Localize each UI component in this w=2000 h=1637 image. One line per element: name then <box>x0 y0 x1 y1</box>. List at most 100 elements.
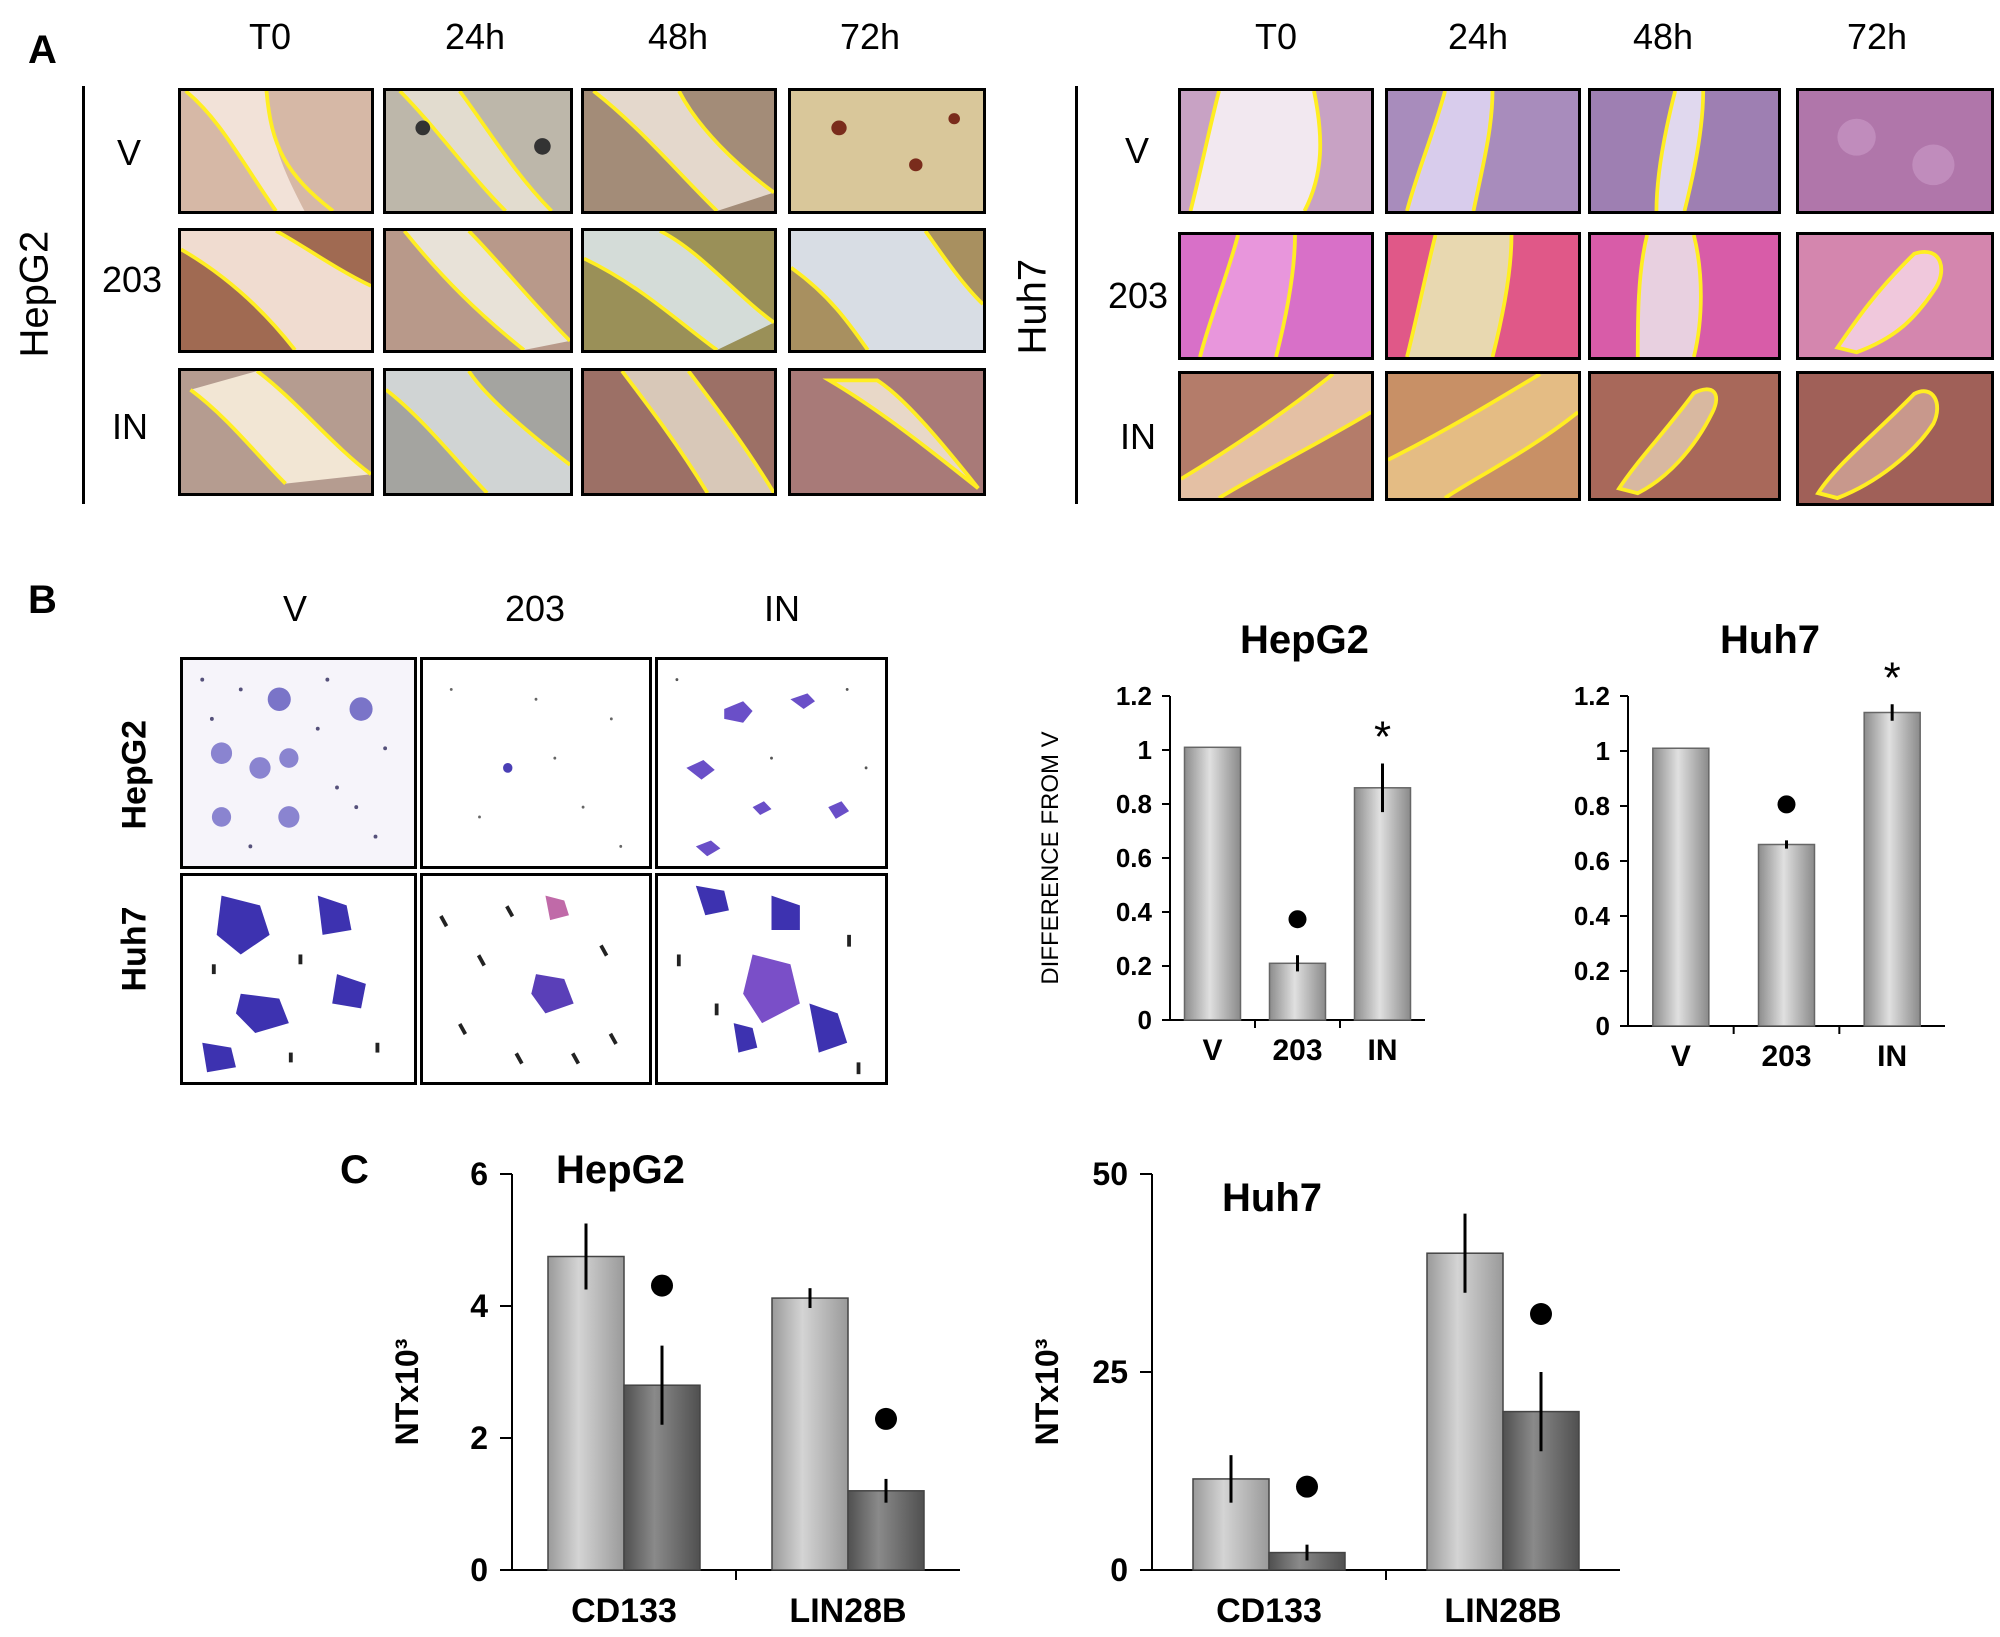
y-tick-label: 0.2 <box>1574 956 1610 986</box>
y-tick-label: 25 <box>1092 1354 1128 1390</box>
panel-a-hepg2-time-24h: 24h <box>444 16 506 57</box>
huh7-v-24h-image <box>1385 88 1581 214</box>
panel-a-hepg2-divider <box>82 86 85 504</box>
y-tick-label: 50 <box>1092 1156 1128 1192</box>
y-tick-label: 1.2 <box>1574 681 1610 711</box>
y-tick-label: 0 <box>1596 1011 1610 1041</box>
chart-c-hepg2: NTx10³ 0 2 4 6 CD133 LIN28B <box>389 1156 960 1630</box>
y-tick-label: 0.6 <box>1116 843 1152 873</box>
chart-b-huh7: 0 0.2 0.4 0.6 0.8 1 1.2 V 203 IN * <box>1574 653 1945 1073</box>
significance-star: * <box>1884 653 1901 702</box>
y-tick-label: 1 <box>1596 736 1610 766</box>
hepg2-in-72h-image <box>788 368 986 496</box>
y-tick-label: 0 <box>1110 1552 1128 1588</box>
x-tick-label: IN <box>1877 1040 1907 1073</box>
chart-c-hepg2-title: HepG2 <box>556 1148 685 1192</box>
panel-b-letter: B <box>28 578 57 622</box>
significance-dot <box>1530 1303 1552 1325</box>
y-tick-label: 0 <box>1138 1005 1152 1035</box>
chart-c-huh7-title: Huh7 <box>1222 1176 1322 1220</box>
hepg2-v-72h-image <box>788 88 986 214</box>
hepg2-203-24h-image <box>383 228 573 353</box>
y-tick-label: 1.2 <box>1116 681 1152 711</box>
panel-a-huh7-row-v: V <box>1125 130 1150 171</box>
x-tick-label: V <box>1671 1040 1691 1073</box>
significance-dot <box>651 1274 673 1297</box>
panel-a-huh7-row-in: IN <box>1120 416 1156 457</box>
x-tick-label: LIN28B <box>1444 1592 1561 1630</box>
x-tick-label: LIN28B <box>789 1592 906 1630</box>
chart-ylabel: NTx10³ <box>1029 1339 1065 1446</box>
x-tick-label: CD133 <box>1216 1592 1322 1630</box>
y-tick-label: 0.4 <box>1574 901 1611 931</box>
bar-series-2 <box>847 1490 925 1571</box>
hepg2-v-transwell-image <box>180 657 417 869</box>
bar-series-1 <box>771 1297 849 1571</box>
huh7-in-24h-image <box>1385 371 1581 501</box>
significance-dot <box>875 1407 897 1430</box>
panel-a-hepg2-row-in: IN <box>112 406 148 447</box>
panel-b-col-203: 203 <box>504 588 566 629</box>
huh7-v-t0-image <box>1178 88 1374 214</box>
panel-a-hepg2-label: HepG2 <box>12 230 57 358</box>
hepg2-203-48h-image <box>581 228 777 353</box>
panel-b-col-in: IN <box>764 588 800 629</box>
huh7-in-72h-image <box>1796 371 1994 506</box>
huh7-v-72h-image <box>1796 88 1994 214</box>
y-tick-label: 0.8 <box>1574 791 1610 821</box>
chart-c-huh7: NTx10³ 0 25 50 CD133 LIN28B <box>1029 1156 1620 1630</box>
y-tick-label: 0.2 <box>1116 951 1152 981</box>
hepg2-v-48h-image <box>581 88 777 214</box>
chart-ylabel: NTx10³ <box>389 1339 425 1446</box>
panel-a-huh7-row-203: 203 <box>1108 275 1169 316</box>
significance-dot <box>1296 1475 1318 1498</box>
x-tick-label: 203 <box>1761 1040 1811 1073</box>
huh7-203-24h-image <box>1385 232 1581 360</box>
chart-b-hepg2-title: HepG2 <box>1240 618 1369 662</box>
significance-star: * <box>1374 713 1391 762</box>
x-tick-label: CD133 <box>571 1592 677 1630</box>
y-tick-label: 0 <box>470 1552 488 1588</box>
y-tick-label: 0.4 <box>1116 897 1153 927</box>
chart-b-huh7-title: Huh7 <box>1720 618 1820 662</box>
significance-dot <box>1777 795 1796 814</box>
bar <box>1353 787 1412 1021</box>
bar-series-1 <box>1426 1252 1504 1571</box>
panel-a-hepg2-time-48h: 48h <box>647 16 709 57</box>
hepg2-in-48h-image <box>581 368 777 496</box>
huh7-v-transwell-image <box>180 873 417 1085</box>
huh7-203-t0-image <box>1178 232 1374 360</box>
y-tick-label: 0.8 <box>1116 789 1152 819</box>
hepg2-203-t0-image <box>178 228 374 353</box>
huh7-203-transwell-image <box>420 873 652 1085</box>
y-tick-label: 0.6 <box>1574 846 1610 876</box>
panel-b-huh7-label: Huh7 <box>115 906 154 992</box>
bar <box>1863 711 1921 1027</box>
panel-a-huh7-time-t0: T0 <box>1254 16 1298 57</box>
y-tick-label: 6 <box>470 1156 488 1192</box>
panel-a-hepg2-time-72h: 72h <box>839 16 901 57</box>
huh7-in-transwell-image <box>655 873 888 1085</box>
panel-a-letter: A <box>28 28 57 72</box>
hepg2-203-transwell-image <box>420 657 652 869</box>
hepg2-v-t0-image <box>178 88 374 214</box>
panel-a-huh7-label: Huh7 <box>1010 258 1055 355</box>
significance-dot <box>1288 910 1307 929</box>
hepg2-v-24h-image <box>383 88 573 214</box>
x-tick-label: 203 <box>1272 1034 1322 1067</box>
chart-b-hepg2: DIFFERENCE FROM V 0 0.2 0.4 0.6 0.8 1 1.2 V 203 IN… <box>1037 681 1425 1067</box>
y-tick-label: 2 <box>470 1420 488 1456</box>
y-tick-label: 4 <box>470 1288 488 1324</box>
huh7-in-t0-image <box>1178 371 1374 501</box>
huh7-in-48h-image <box>1588 371 1781 501</box>
huh7-v-48h-image <box>1588 88 1781 214</box>
bar <box>1652 747 1710 1027</box>
panel-b-col-v: V <box>282 588 308 629</box>
panel-a-huh7-divider <box>1075 86 1078 504</box>
panel-a-huh7-time-24h: 24h <box>1447 16 1509 57</box>
hepg2-203-72h-image <box>788 228 986 353</box>
panel-a-hepg2-time-t0: T0 <box>248 16 292 57</box>
x-tick-label: IN <box>1368 1034 1398 1067</box>
huh7-203-72h-image <box>1796 232 1994 360</box>
panel-a-huh7-time-72h: 72h <box>1846 16 1908 57</box>
